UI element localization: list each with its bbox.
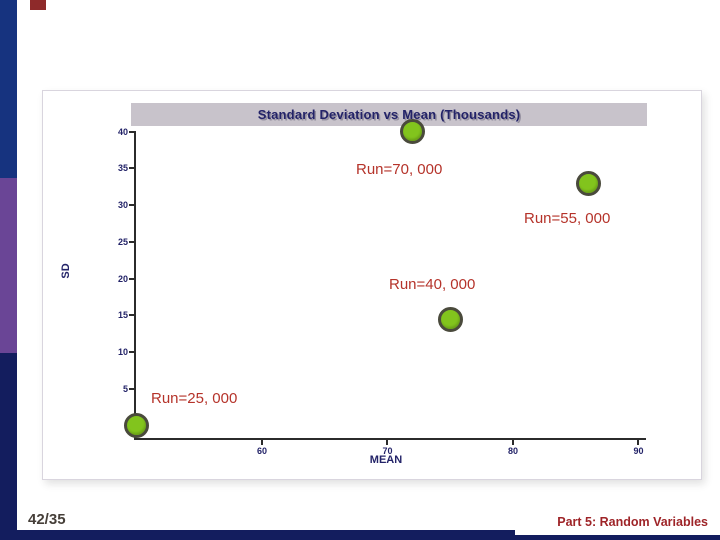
y-axis-line <box>134 131 136 439</box>
left-bar-navy <box>0 353 17 540</box>
point-annotation: Run=70, 000 <box>356 161 443 178</box>
point-annotation: Run=25, 000 <box>151 390 238 407</box>
x-tick-label: 60 <box>256 446 267 456</box>
y-tick-label: 30 <box>117 200 128 211</box>
footer-bar <box>0 530 720 540</box>
y-axis-label: SD <box>60 263 72 279</box>
y-tick-mark <box>129 130 134 133</box>
x-tick-mark <box>637 440 640 445</box>
x-axis-label: MEAN <box>369 454 403 466</box>
x-tick-label: 90 <box>633 446 644 456</box>
y-tick-mark <box>129 314 134 317</box>
y-tick-mark <box>129 167 134 170</box>
y-tick-label: 15 <box>117 310 128 321</box>
y-tick-label: 40 <box>117 126 128 137</box>
point-annotation: Run=40, 000 <box>389 276 476 293</box>
data-point-marker <box>400 119 426 145</box>
x-tick-mark <box>511 440 514 445</box>
y-tick-mark <box>129 240 134 243</box>
y-tick-label: 25 <box>117 236 128 247</box>
page-number: 42/35 <box>28 511 66 528</box>
footer-section-label: Part 5: Random Variables <box>557 515 708 529</box>
y-tick-label: 10 <box>117 347 128 358</box>
point-annotation: Run=55, 000 <box>524 210 611 227</box>
y-tick-label: 35 <box>117 163 128 174</box>
x-tick-label: 80 <box>507 446 518 456</box>
top-left-accent-square <box>30 0 46 10</box>
left-bar-blue <box>0 0 17 178</box>
x-axis-line <box>134 438 646 440</box>
y-tick-mark <box>129 277 134 280</box>
data-point-marker <box>124 413 149 438</box>
data-point-marker <box>437 306 463 332</box>
footer-section-plate: Part 5: Random Variables <box>515 509 720 535</box>
x-tick-mark <box>261 440 263 445</box>
x-tick-label: 70 <box>382 446 393 456</box>
y-tick-mark <box>129 204 134 207</box>
chart-container: Standard Deviation vs Mean (Thousands) S… <box>42 90 702 480</box>
x-tick-mark <box>386 440 389 445</box>
y-tick-label: 20 <box>117 273 128 284</box>
chart-title: Standard Deviation vs Mean (Thousands) <box>131 103 647 126</box>
y-tick-mark <box>129 387 134 390</box>
data-point-marker <box>575 170 601 196</box>
y-tick-label: 5 <box>122 383 128 394</box>
y-tick-mark <box>129 351 134 354</box>
left-bar-purple <box>0 178 17 353</box>
